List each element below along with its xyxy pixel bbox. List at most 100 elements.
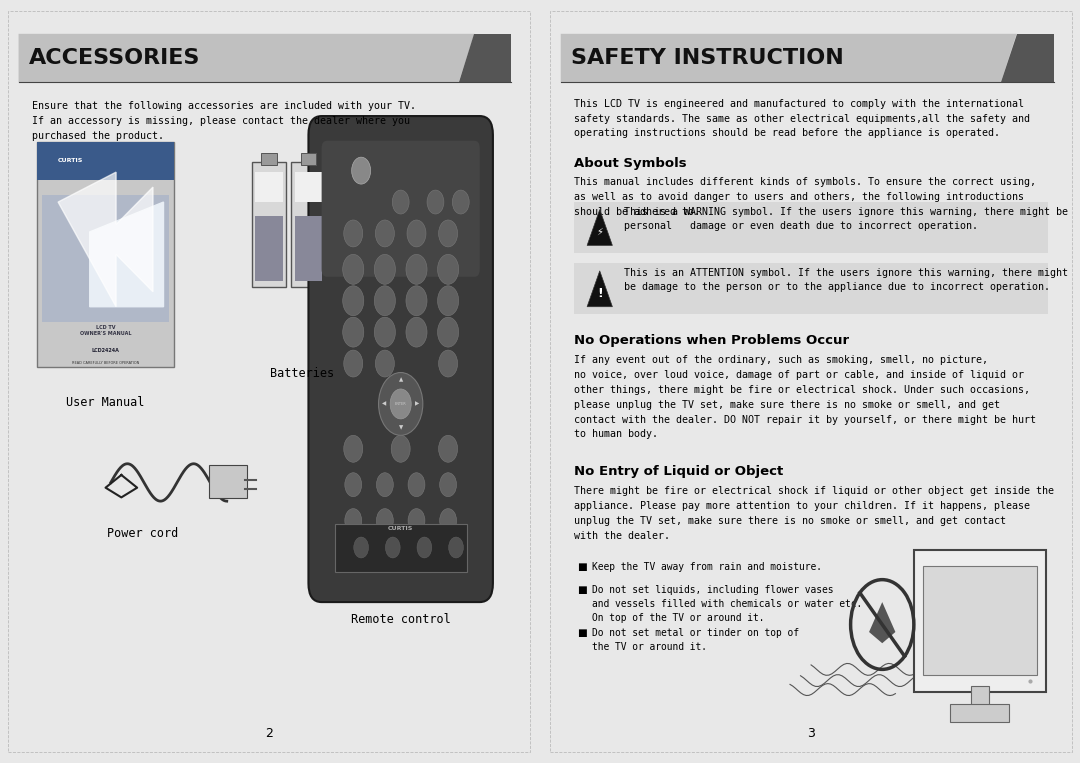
- FancyBboxPatch shape: [335, 523, 467, 572]
- Circle shape: [453, 190, 469, 214]
- Circle shape: [406, 254, 427, 285]
- Circle shape: [438, 350, 458, 377]
- Circle shape: [379, 372, 422, 436]
- Circle shape: [437, 317, 459, 347]
- Text: Remote control: Remote control: [351, 613, 450, 626]
- FancyBboxPatch shape: [42, 195, 168, 322]
- Circle shape: [376, 220, 394, 247]
- Text: ⚡: ⚡: [596, 227, 603, 237]
- Text: !: !: [597, 287, 603, 300]
- FancyBboxPatch shape: [210, 465, 247, 498]
- Circle shape: [408, 509, 424, 533]
- Circle shape: [342, 254, 364, 285]
- Text: SAFETY INSTRUCTION: SAFETY INSTRUCTION: [571, 49, 845, 69]
- Text: Keep the TV away from rain and moisture.: Keep the TV away from rain and moisture.: [592, 562, 822, 572]
- Circle shape: [438, 436, 458, 462]
- Circle shape: [343, 220, 363, 247]
- Text: Do not set metal or tinder on top of
the TV or around it.: Do not set metal or tinder on top of the…: [592, 628, 799, 652]
- FancyBboxPatch shape: [37, 142, 174, 366]
- FancyBboxPatch shape: [922, 566, 1037, 675]
- Circle shape: [342, 286, 364, 316]
- Text: ■: ■: [577, 562, 586, 572]
- Text: About Symbols: About Symbols: [573, 157, 687, 170]
- Text: There might be fire or electrical shock if liquid or other object get inside the: There might be fire or electrical shock …: [573, 486, 1054, 540]
- FancyBboxPatch shape: [37, 142, 174, 179]
- Text: ▲: ▲: [399, 378, 403, 382]
- Text: User Manual: User Manual: [66, 397, 145, 410]
- Polygon shape: [869, 602, 895, 643]
- Circle shape: [375, 286, 395, 316]
- Circle shape: [343, 436, 363, 462]
- Circle shape: [343, 350, 363, 377]
- Text: ▶: ▶: [416, 401, 420, 407]
- FancyBboxPatch shape: [309, 116, 492, 602]
- Circle shape: [386, 537, 401, 558]
- Circle shape: [406, 317, 427, 347]
- Circle shape: [437, 286, 459, 316]
- Circle shape: [342, 317, 364, 347]
- FancyBboxPatch shape: [300, 153, 316, 165]
- FancyBboxPatch shape: [950, 703, 1009, 722]
- Circle shape: [406, 286, 427, 316]
- Polygon shape: [1001, 34, 1053, 82]
- Circle shape: [408, 473, 424, 497]
- Text: CURTIS: CURTIS: [388, 526, 414, 531]
- Text: No Entry of Liquid or Object: No Entry of Liquid or Object: [573, 465, 783, 478]
- Polygon shape: [90, 202, 163, 307]
- Circle shape: [354, 537, 368, 558]
- Text: Batteries: Batteries: [270, 366, 334, 379]
- Text: ENTER: ENTER: [395, 402, 406, 406]
- Circle shape: [376, 350, 394, 377]
- FancyBboxPatch shape: [255, 215, 283, 282]
- Text: Ensure that the following accessories are included with your TV.
If an accessory: Ensure that the following accessories ar…: [31, 101, 416, 140]
- Polygon shape: [459, 34, 511, 82]
- Circle shape: [392, 190, 409, 214]
- Text: ACCESSORIES: ACCESSORIES: [29, 49, 201, 69]
- Text: LCD TV
OWNER'S MANUAL: LCD TV OWNER'S MANUAL: [80, 325, 132, 336]
- Circle shape: [437, 254, 459, 285]
- FancyBboxPatch shape: [291, 163, 326, 287]
- Polygon shape: [588, 271, 612, 307]
- Text: This LCD TV is engineered and manufactured to comply with the international
safe: This LCD TV is engineered and manufactur…: [573, 99, 1030, 138]
- FancyBboxPatch shape: [295, 215, 322, 282]
- Circle shape: [375, 254, 395, 285]
- Circle shape: [448, 537, 463, 558]
- FancyBboxPatch shape: [971, 686, 988, 707]
- FancyBboxPatch shape: [252, 163, 286, 287]
- Text: If any event out of the ordinary, such as smoking, smell, no picture,
no voice, : If any event out of the ordinary, such a…: [573, 356, 1036, 439]
- Circle shape: [438, 220, 458, 247]
- Text: 2: 2: [265, 727, 273, 740]
- Circle shape: [345, 473, 362, 497]
- Circle shape: [407, 220, 426, 247]
- Text: No Operations when Problems Occur: No Operations when Problems Occur: [573, 334, 849, 347]
- FancyBboxPatch shape: [914, 549, 1045, 692]
- Circle shape: [352, 157, 370, 184]
- Text: READ CAREFULLY BEFORE OPERATION: READ CAREFULLY BEFORE OPERATION: [72, 361, 139, 365]
- Circle shape: [440, 509, 457, 533]
- Text: 3: 3: [807, 727, 815, 740]
- Circle shape: [417, 537, 432, 558]
- Text: CURTIS: CURTIS: [58, 159, 83, 163]
- Text: ■: ■: [577, 585, 586, 595]
- Text: This is an ATTENTION symbol. If the users ignore this warning, there might
be da: This is an ATTENTION symbol. If the user…: [624, 268, 1068, 291]
- FancyBboxPatch shape: [573, 202, 1049, 253]
- FancyBboxPatch shape: [255, 172, 283, 202]
- Text: This manual includes different kinds of symbols. To ensure the correct using,
as: This manual includes different kinds of …: [573, 177, 1036, 217]
- Circle shape: [345, 509, 362, 533]
- FancyBboxPatch shape: [322, 140, 480, 277]
- Circle shape: [377, 509, 393, 533]
- Text: Do not set liquids, including flower vases
and vessels filled with chemicals or : Do not set liquids, including flower vas…: [592, 585, 863, 623]
- Polygon shape: [561, 34, 1016, 82]
- Polygon shape: [18, 34, 474, 82]
- Circle shape: [377, 473, 393, 497]
- Text: LCD2424A: LCD2424A: [92, 348, 120, 353]
- Circle shape: [391, 436, 410, 462]
- Text: ■: ■: [577, 628, 586, 639]
- FancyBboxPatch shape: [261, 153, 276, 165]
- Circle shape: [440, 473, 457, 497]
- Text: This is a WARNING symbol. If the users ignore this warning, there might be
perso: This is a WARNING symbol. If the users i…: [624, 207, 1068, 230]
- Polygon shape: [58, 172, 153, 307]
- Circle shape: [375, 317, 395, 347]
- Polygon shape: [588, 210, 612, 246]
- Circle shape: [390, 389, 411, 419]
